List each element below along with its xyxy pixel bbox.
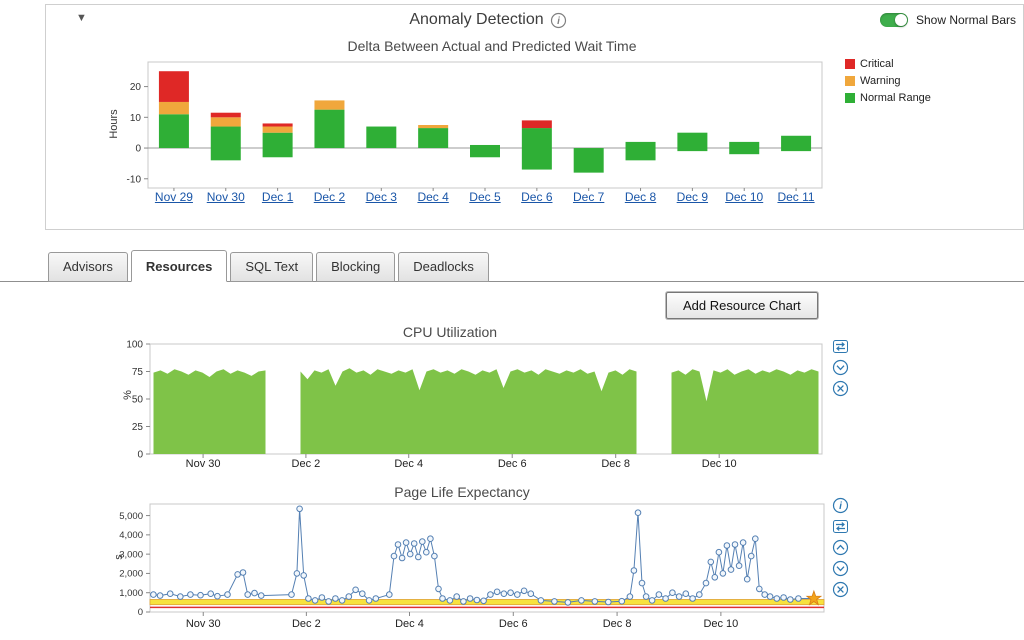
svg-text:50: 50	[132, 395, 144, 406]
svg-text:Dec 6: Dec 6	[498, 458, 527, 470]
svg-text:-10: -10	[127, 174, 142, 185]
svg-text:75: 75	[132, 367, 144, 378]
info-icon[interactable]: i	[550, 12, 567, 29]
anomaly-date-link[interactable]: Dec 3	[365, 190, 397, 204]
move-chart-down-icon[interactable]	[832, 560, 849, 577]
legend-item: Warning	[845, 75, 931, 87]
anomaly-date-link[interactable]: Dec 8	[624, 190, 657, 204]
ple-chart-title: Page Life Expectancy	[394, 484, 530, 500]
anomaly-chart-title: Delta Between Actual and Predicted Wait …	[347, 38, 637, 54]
legend-label: Warning	[860, 75, 901, 87]
move-chart-up-icon[interactable]	[832, 539, 849, 556]
svg-text:Dec 10: Dec 10	[702, 458, 737, 470]
legend-item: Normal Range	[845, 92, 931, 104]
svg-text:5,000: 5,000	[119, 511, 143, 522]
svg-text:Dec 6: Dec 6	[499, 618, 528, 630]
swap-chart-icon[interactable]	[832, 518, 849, 535]
anomaly-legend: Critical Warning Normal Range	[845, 58, 931, 104]
svg-text:Dec 2: Dec 2	[292, 618, 321, 630]
cpu-utilization-chart: 0 25 50 75 100 Nov 30 Dec 2 Dec 4 Dec 6 Dec 8 Dec …	[126, 340, 823, 470]
close-chart-icon[interactable]	[832, 581, 849, 598]
tab-blocking[interactable]: Blocking	[316, 252, 396, 282]
anomaly-date-link[interactable]: Nov 29	[154, 190, 193, 204]
ple-chart-controls: i	[832, 497, 849, 598]
svg-text:10: 10	[130, 113, 142, 124]
legend-swatch	[845, 76, 855, 86]
anomaly-date-link[interactable]: Dec 6	[521, 190, 553, 204]
anomaly-date-link[interactable]: Dec 1	[261, 190, 294, 204]
panel-title: Anomaly Detection	[409, 11, 544, 28]
legend-label: Normal Range	[860, 92, 931, 104]
tab-resources[interactable]: Resources	[130, 250, 228, 282]
anomaly-date-link[interactable]: Dec 2	[313, 190, 346, 204]
svg-text:Dec 4: Dec 4	[394, 458, 423, 470]
legend-item: Critical	[845, 58, 931, 70]
chart-info-icon[interactable]: i	[832, 497, 849, 514]
svg-text:Nov 30: Nov 30	[186, 618, 221, 630]
collapse-chevron-icon[interactable]: ▼	[76, 12, 87, 24]
cpu-chart-controls	[832, 338, 849, 397]
toggle-knob	[894, 14, 907, 26]
svg-text:Dec 4: Dec 4	[395, 618, 424, 630]
anomaly-date-link[interactable]: Dec 9	[676, 190, 709, 204]
toggle-label: Show Normal Bars	[915, 13, 1016, 27]
svg-text:0: 0	[135, 144, 141, 155]
cpu-chart-title: CPU Utilization	[402, 324, 498, 340]
tab-sql-text[interactable]: SQL Text	[230, 252, 314, 282]
svg-text:100: 100	[126, 340, 143, 351]
svg-text:Dec 10: Dec 10	[703, 618, 738, 630]
svg-text:i: i	[839, 501, 842, 512]
svg-text:Dec 2: Dec 2	[292, 458, 321, 470]
svg-text:2,000: 2,000	[119, 569, 143, 580]
legend-swatch	[845, 93, 855, 103]
tab-advisors[interactable]: Advisors	[48, 252, 128, 282]
show-normal-bars-toggle[interactable]	[879, 13, 908, 27]
anomaly-date-link[interactable]: Dec 7	[572, 190, 605, 204]
svg-text:25: 25	[132, 422, 144, 433]
legend-swatch	[845, 59, 855, 69]
show-normal-bars-toggle-group: Show Normal Bars	[879, 13, 1016, 27]
add-resource-chart-button[interactable]: Add Resource Chart	[666, 292, 818, 319]
anomaly-header: Anomaly Detection i	[288, 11, 688, 29]
tab-deadlocks[interactable]: Deadlocks	[398, 252, 489, 282]
anomaly-date-link[interactable]: Dec 4	[417, 190, 449, 204]
svg-text:i: i	[557, 16, 560, 27]
svg-text:0: 0	[138, 607, 143, 618]
svg-text:Dec 8: Dec 8	[601, 458, 630, 470]
anomaly-date-link[interactable]: Nov 30	[206, 190, 245, 204]
svg-text:1,000: 1,000	[119, 588, 143, 599]
legend-label: Critical	[860, 58, 894, 70]
anomaly-date-link[interactable]: Dec 10	[725, 190, 764, 204]
anomaly-bar-chart: -10 0 10 20	[127, 61, 823, 191]
anomaly-date-link[interactable]: Dec 5	[469, 190, 501, 204]
svg-text:4,000: 4,000	[119, 530, 143, 541]
page-life-expectancy-chart: 0 1,000 2,000 3,000 4,000 5,000 Nov 30 Dec 2 Dec…	[119, 503, 825, 630]
anomaly-date-link[interactable]: Dec 11	[777, 190, 815, 204]
move-chart-down-icon[interactable]	[832, 359, 849, 376]
tab-strip: Advisors Resources SQL Text Blocking Deadloc…	[0, 250, 1024, 282]
svg-text:Nov 30: Nov 30	[186, 458, 221, 470]
svg-text:Dec 8: Dec 8	[603, 618, 632, 630]
svg-text:3,000: 3,000	[119, 549, 143, 560]
svg-text:20: 20	[130, 82, 142, 93]
swap-chart-icon[interactable]	[832, 338, 849, 355]
svg-text:0: 0	[137, 450, 143, 461]
anomaly-x-axis-labels: Nov 29 Nov 30 Dec 1 Dec 2 Dec 3 Dec 4 Dec 5 Dec…	[108, 190, 832, 204]
close-chart-icon[interactable]	[832, 380, 849, 397]
